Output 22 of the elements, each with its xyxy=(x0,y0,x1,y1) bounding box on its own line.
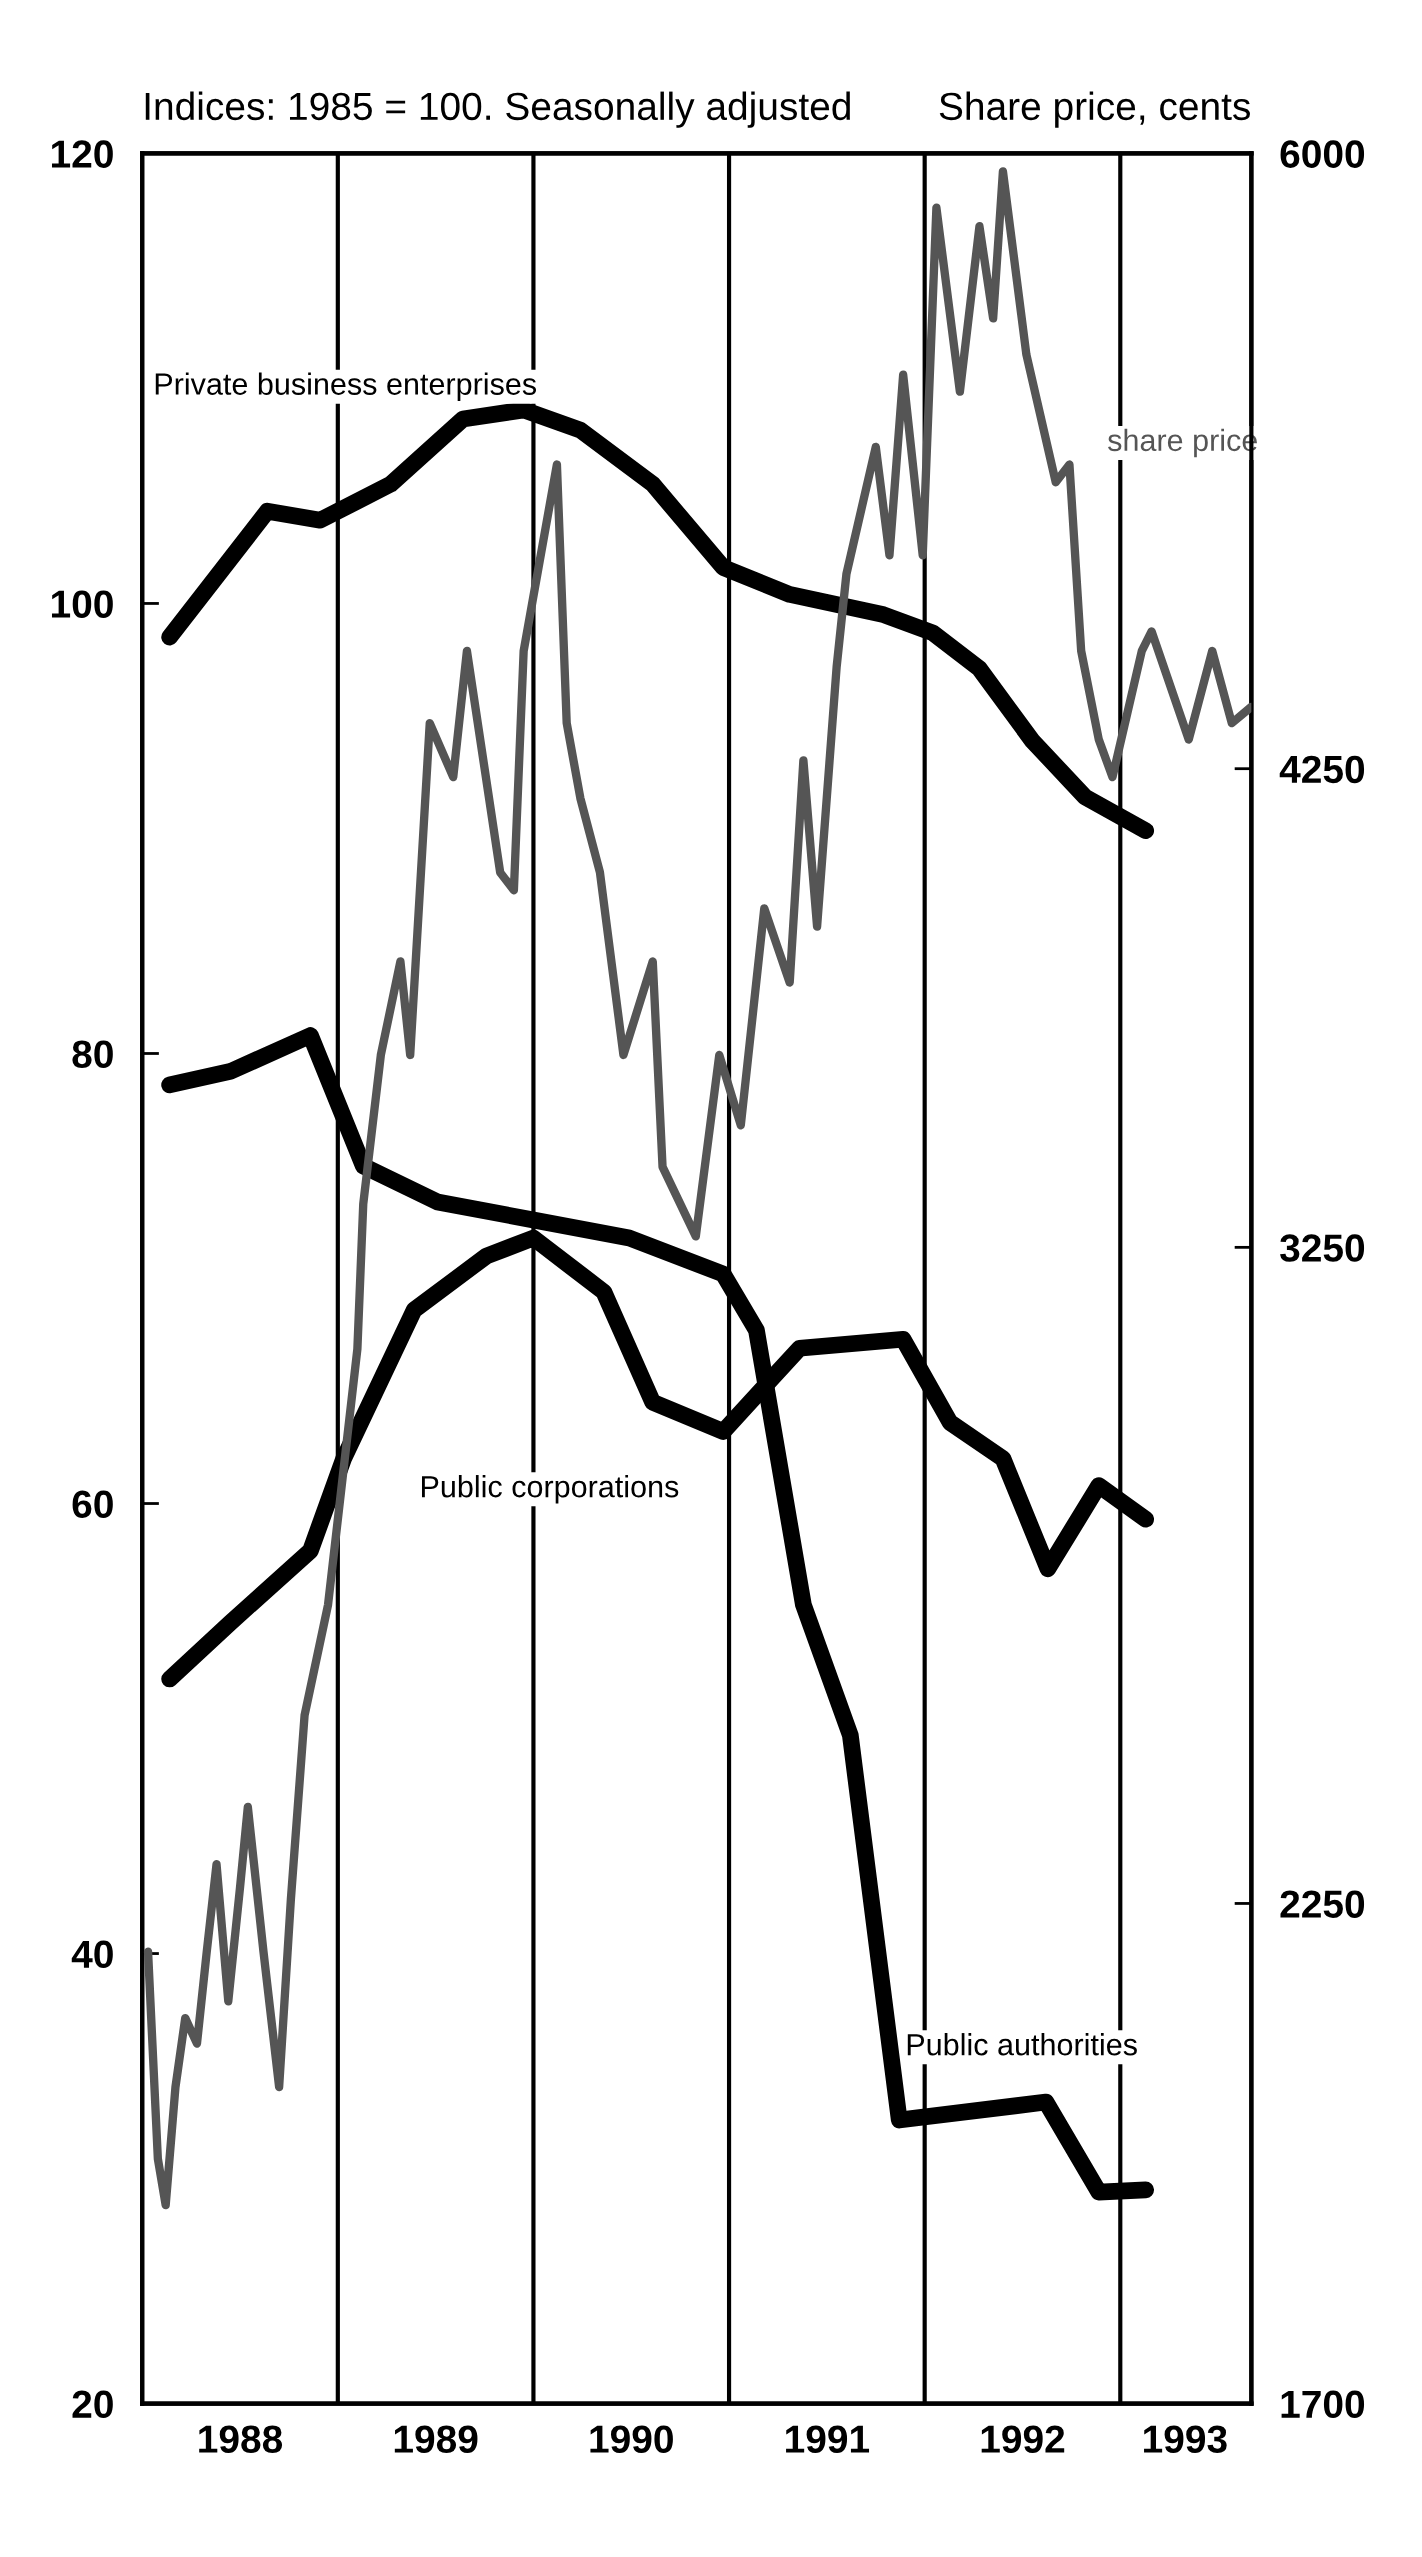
y-tick-label: 100 xyxy=(51,590,113,618)
y-tick-label: 120 xyxy=(51,140,113,168)
y-tick-label: 40 xyxy=(71,1940,113,1969)
y2-tick-label: 6000 xyxy=(1280,140,1365,168)
x-tick-label: 1992 xyxy=(981,2425,1065,2453)
y-tick-label: 20 xyxy=(72,2390,113,2419)
y-tick-label: 80 xyxy=(72,1040,113,1068)
x-tick-label: 1993 xyxy=(1144,2425,1227,2454)
series-label: Public corporations xyxy=(422,1475,679,1504)
y2-axis-title: Share price, cents xyxy=(939,91,1250,128)
x-tick-label: 1990 xyxy=(590,2425,673,2453)
series-label: Public authorities xyxy=(907,2033,1137,2056)
x-tick-label: 1988 xyxy=(199,2425,283,2453)
y-axis-title: Indices: 1985 = 100. Seasonally adjusted xyxy=(145,91,850,128)
x-tick-label: 1989 xyxy=(394,2425,478,2453)
x-tick-label: 1991 xyxy=(786,2425,870,2453)
series-label: Private business enterprises xyxy=(155,372,537,401)
y2-tick-label: 4250 xyxy=(1279,755,1365,784)
y2-tick-label: 3250 xyxy=(1280,1234,1365,1262)
y2-tick-label: 1700 xyxy=(1281,2390,1365,2419)
y2-tick-label: 2250 xyxy=(1280,1890,1365,1918)
y-tick-label: 60 xyxy=(72,1490,113,1518)
